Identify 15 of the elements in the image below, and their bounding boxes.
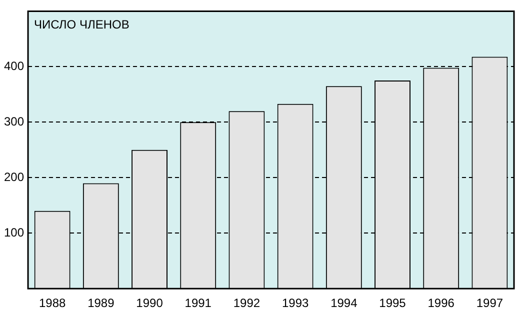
x-tick-label: 1993	[282, 296, 309, 310]
y-tick-label: 200	[4, 170, 24, 184]
x-tick-label: 1989	[88, 296, 115, 310]
x-tick-label: 1994	[330, 296, 358, 310]
y-tick-label: 300	[4, 114, 24, 128]
x-tick-label: 1997	[476, 296, 504, 310]
x-tick-label: 1996	[428, 296, 455, 310]
y-tick-label: 100	[4, 225, 24, 240]
x-tick-label: 1990	[136, 296, 164, 310]
x-tick-label: 1988	[38, 296, 66, 310]
x-tick-label: 1991	[184, 296, 212, 310]
y-tick-label: 400	[4, 58, 24, 73]
x-tick-label: 1995	[379, 296, 406, 310]
text: ЧИСЛО ЧЛЕНОВ	[34, 18, 130, 32]
x-tick-label: 1992	[233, 296, 260, 310]
